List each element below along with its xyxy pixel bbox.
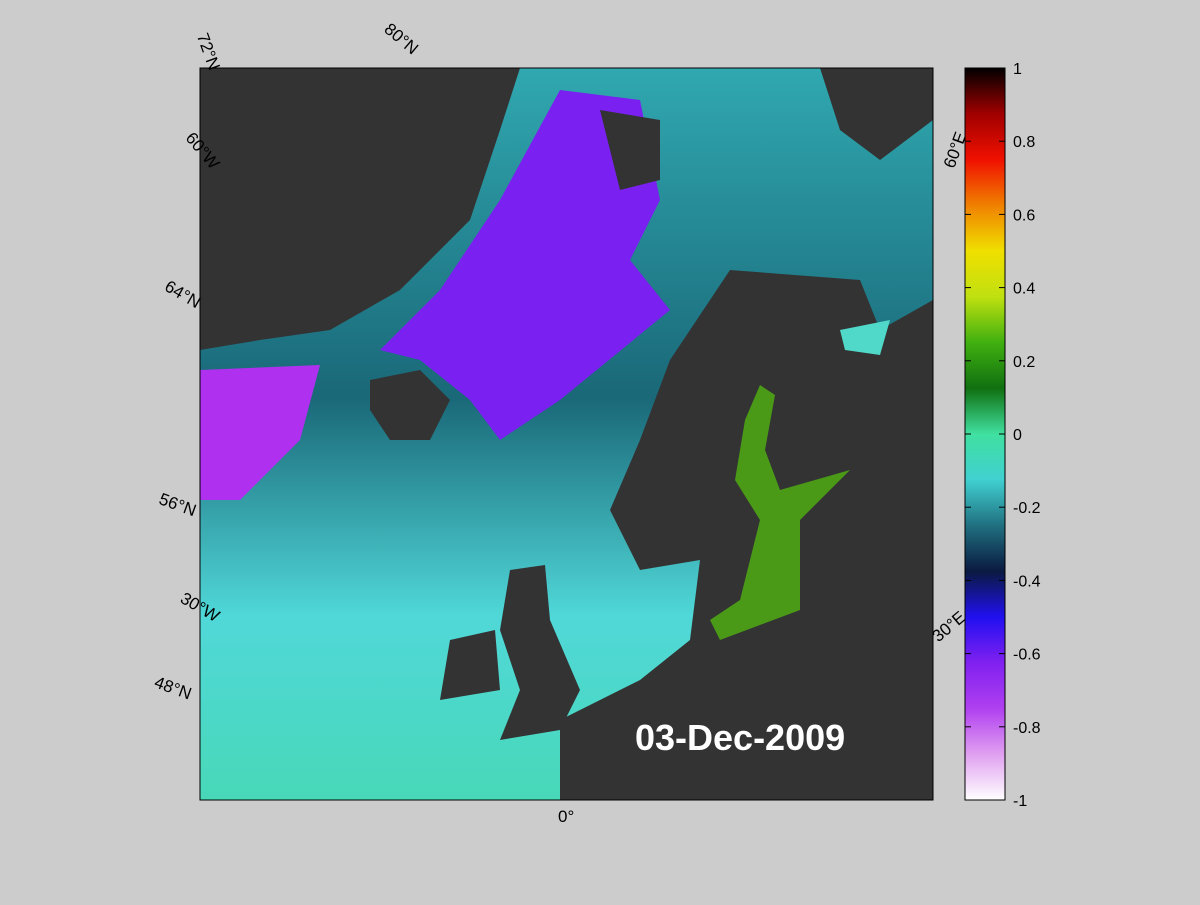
colorbar-tick-label: -0.6: [1013, 647, 1041, 664]
colorbar-tick-label: 0.8: [1013, 134, 1035, 151]
land-ireland: [440, 630, 500, 700]
colorbar-tick-label: 0.6: [1013, 207, 1035, 224]
colorbar-tick-label: -0.8: [1013, 720, 1041, 737]
colorbar-tick-label: 0.4: [1013, 281, 1035, 298]
colorbar-tick-label: -1: [1013, 793, 1027, 810]
colorbar-ticks: -1 -0.8 -0.6 -0.4 -0.2 0 0.2 0.4 0.6 0.8 1: [965, 61, 1041, 810]
anomaly-purple: [380, 90, 670, 440]
colorbar-tick-label: -0.4: [1013, 573, 1041, 590]
colorbar: [964, 67, 1006, 801]
date-label: 03-Dec-2009: [635, 717, 845, 758]
graticule-label: 0°: [558, 807, 574, 826]
land-novaya-zemlya: [820, 68, 933, 160]
land-iceland: [370, 370, 450, 440]
land-greenland: [200, 68, 520, 350]
colorbar-tick-label: 0.2: [1013, 354, 1035, 371]
colorbar-tick-label: 0: [1013, 427, 1022, 444]
colorbar-tick-label: -0.2: [1013, 500, 1041, 517]
baltic-sea: [710, 385, 850, 640]
map-frame: [199, 67, 934, 801]
land-svalbard: [600, 110, 660, 190]
map: [200, 68, 933, 800]
colorbar-tick-label: 1: [1013, 61, 1022, 78]
white-sea: [840, 320, 890, 355]
anomaly-purple: [200, 365, 320, 500]
land-europe: [560, 270, 933, 800]
land-britain: [500, 565, 580, 740]
